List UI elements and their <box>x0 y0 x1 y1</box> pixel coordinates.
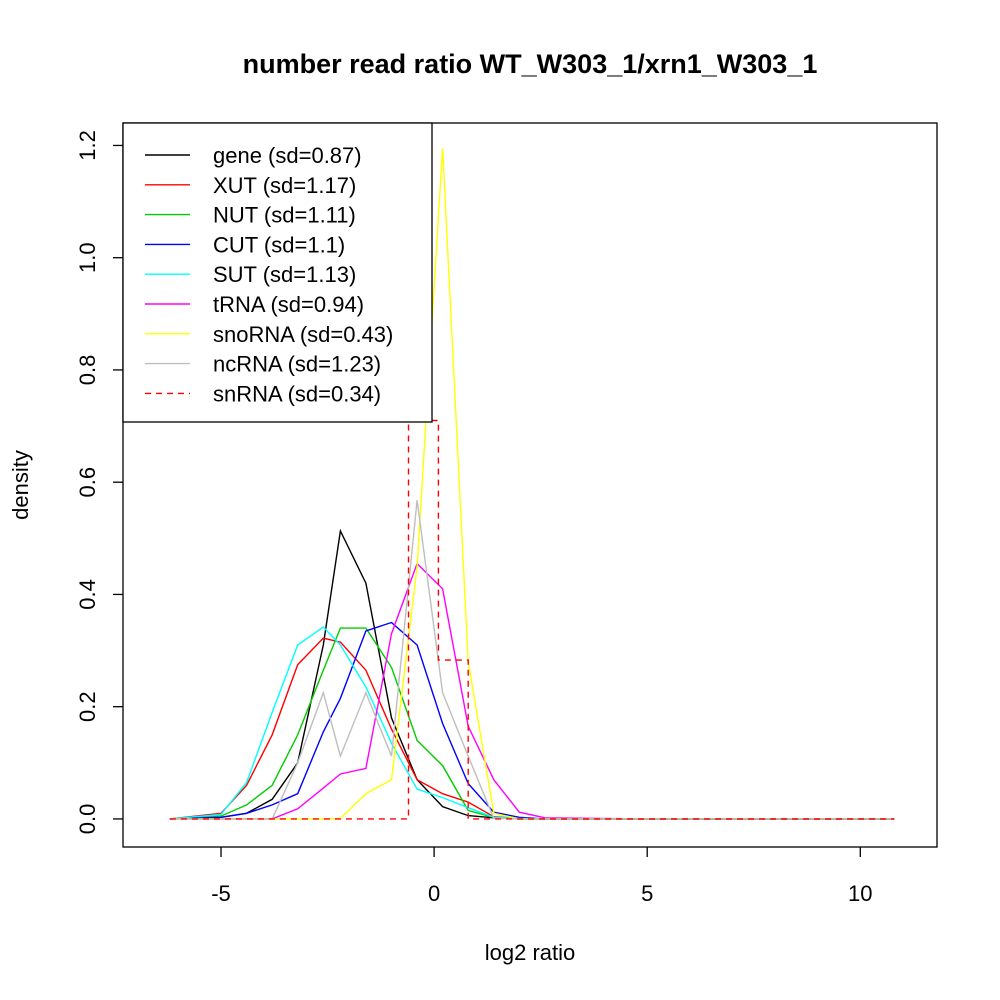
x-tick-label: 5 <box>641 881 653 906</box>
y-tick-label: 1.0 <box>75 242 100 273</box>
y-axis-label: density <box>8 450 33 520</box>
series-line-5 <box>169 562 895 820</box>
x-tick-label: 0 <box>428 881 440 906</box>
plot-frame <box>122 122 938 848</box>
legend-label: snoRNA (sd=0.43) <box>213 322 393 347</box>
legend-label: ncRNA (sd=1.23) <box>213 352 381 377</box>
y-tick-label: 0.2 <box>75 691 100 722</box>
x-tick-label: -5 <box>211 881 231 906</box>
legend-label: tRNA (sd=0.94) <box>213 292 364 317</box>
y-tick-label: 1.2 <box>75 130 100 161</box>
legend-box <box>122 122 433 423</box>
legend-label: gene (sd=0.87) <box>213 143 362 168</box>
series-line-1 <box>169 637 895 820</box>
legend: gene (sd=0.87) XUT (sd=1.17) NUT (sd=1.11)… <box>122 122 433 423</box>
chart-title: number read ratio WT_W303_1/xrn1_W303_1 <box>243 49 818 79</box>
x-tick-label: 10 <box>848 881 872 906</box>
series-line-0 <box>169 528 895 820</box>
legend-label: CUT (sd=1.1) <box>213 232 345 257</box>
series-line-8 <box>169 419 895 820</box>
x-axis-label: log2 ratio <box>485 940 576 965</box>
x-axis: -5 0 5 10 <box>211 847 873 906</box>
series-line-3 <box>169 621 895 820</box>
legend-label: XUT (sd=1.17) <box>213 173 356 198</box>
series-layer <box>169 148 895 820</box>
legend-label: NUT (sd=1.11) <box>213 203 356 228</box>
y-axis: 0.0 0.2 0.4 0.6 0.8 1.0 1.2 <box>75 130 123 834</box>
series-line-7 <box>169 500 895 820</box>
y-tick-label: 0.0 <box>75 804 100 835</box>
y-tick-label: 0.4 <box>75 579 100 610</box>
y-tick-label: 0.6 <box>75 467 100 498</box>
legend-label: snRNA (sd=0.34) <box>213 381 381 406</box>
legend-label: SUT (sd=1.13) <box>213 262 356 287</box>
y-tick-label: 0.8 <box>75 355 100 386</box>
